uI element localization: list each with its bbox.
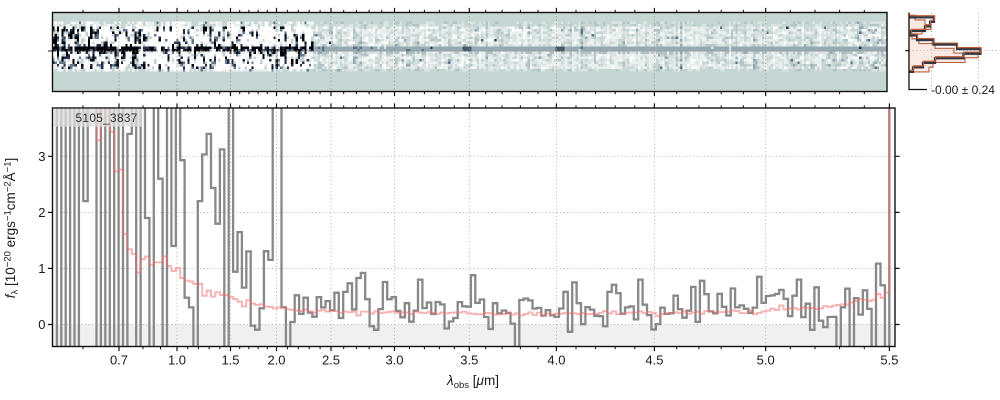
svg-text:λobs [μm]: λobs [μm]: [446, 373, 499, 391]
svg-text:1.0: 1.0: [168, 353, 186, 368]
svg-text:4.5: 4.5: [645, 353, 663, 368]
svg-text:0.7: 0.7: [110, 353, 128, 368]
svg-text:5105_3837: 5105_3837: [76, 111, 138, 125]
svg-text:2.0: 2.0: [267, 353, 285, 368]
svg-text:5.0: 5.0: [757, 353, 775, 368]
svg-text:3.5: 3.5: [460, 353, 478, 368]
svg-text:2.5: 2.5: [322, 353, 340, 368]
svg-text:fλ [10−20 ergs−1cm−2Å−1]: fλ [10−20 ergs−1cm−2Å−1]: [3, 158, 21, 299]
svg-text:2: 2: [38, 205, 45, 220]
svg-text:3.0: 3.0: [385, 353, 403, 368]
svg-text:3: 3: [38, 149, 45, 164]
svg-text:-0.00 ± 0.24: -0.00 ± 0.24: [931, 83, 995, 97]
svg-text:5.5: 5.5: [880, 353, 898, 368]
svg-text:4.0: 4.0: [547, 353, 565, 368]
svg-text:0: 0: [38, 317, 45, 332]
svg-text:1.5: 1.5: [221, 353, 239, 368]
svg-text:1: 1: [38, 261, 45, 276]
